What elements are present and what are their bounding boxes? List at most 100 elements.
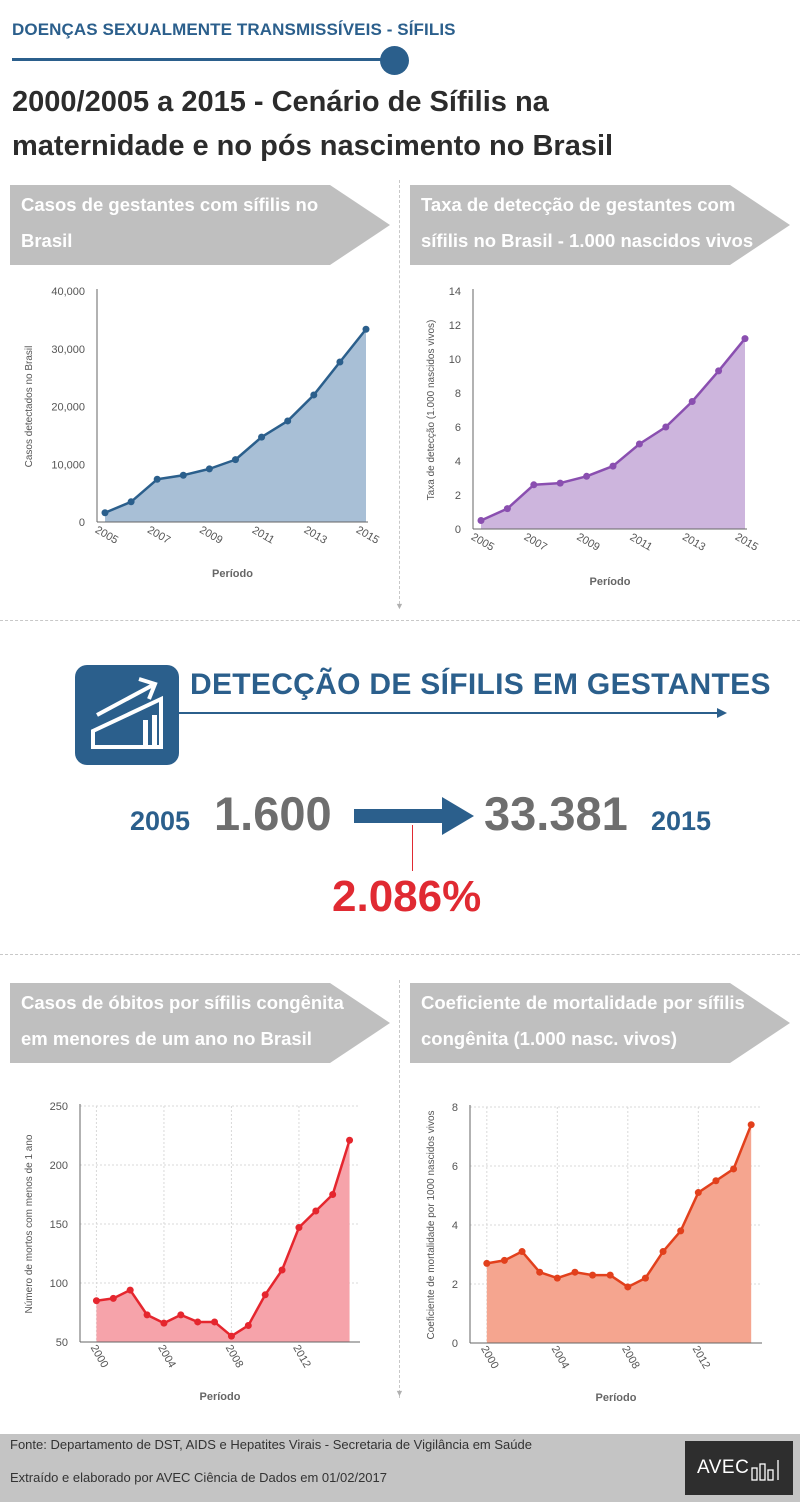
data-point <box>362 325 370 333</box>
divider-arrow-icon: ▼ <box>395 601 404 611</box>
y-tick-label: 0 <box>455 524 461 536</box>
y-tick-label: 0 <box>452 1338 458 1350</box>
y-axis-label: Número de mortos com menos de 1 ano <box>24 1134 35 1313</box>
y-axis-label: Casos detectados no Brasil <box>24 346 35 468</box>
banner-congenital-deaths: Casos de óbitos por sífilis congênita em… <box>10 983 390 1063</box>
page-title: 2000/2005 a 2015 - Cenário de Sífilis na… <box>12 80 632 168</box>
y-axis-label: Coeficiente de mortalidade por 1000 nasc… <box>426 1110 437 1339</box>
series-line <box>96 1139 351 1338</box>
data-point <box>715 367 723 375</box>
banner-pregnant-cases: Casos de gestantes com sífilis no Brasil <box>10 185 390 265</box>
data-point <box>609 462 617 470</box>
y-tick-label: 100 <box>50 1278 68 1290</box>
detection-title: DETECÇÃO DE SÍFILIS EM GESTANTES <box>190 668 771 701</box>
data-point <box>160 1319 168 1327</box>
banner-detection-rate: Taxa de detecção de gestantes com sífili… <box>410 185 790 265</box>
banner-title-line-2: sífilis no Brasil - 1.000 nascidos vivos <box>421 230 754 251</box>
data-point <box>483 1259 491 1267</box>
x-tick-label: 2008 <box>223 1343 246 1370</box>
data-point <box>688 398 696 405</box>
y-tick-label: 8 <box>452 1102 458 1114</box>
data-point <box>730 1165 738 1173</box>
y-tick-label: 30,000 <box>51 344 85 356</box>
banner-title-line-2: congênita (1.000 nasc. vivos) <box>421 1028 678 1049</box>
avec-logo: AVEC <box>685 1441 793 1495</box>
data-point <box>500 1256 508 1264</box>
banner-title: Taxa de detecção de gestantes com sífili… <box>421 187 753 259</box>
data-point <box>536 1268 544 1276</box>
vertical-divider <box>399 980 400 1398</box>
vertical-divider <box>399 180 400 604</box>
x-tick-label: 2007 <box>522 531 549 554</box>
data-point <box>284 417 292 425</box>
y-tick-label: 200 <box>50 1160 68 1172</box>
chart-mortality-coefficient: 0 2 4 6 8 2000 2004 2008 2012 Coeficiente de mort… <box>426 1102 762 1404</box>
data-point <box>261 1291 269 1299</box>
data-point <box>227 1332 235 1340</box>
x-tick-label: 2012 <box>690 1344 713 1371</box>
area-fill <box>96 1140 350 1342</box>
x-tick-label: 2008 <box>619 1344 642 1371</box>
y-tick-label: 250 <box>50 1101 68 1113</box>
section-tag: DOENÇAS SEXUALMENTE TRANSMISSÍVEIS - SÍF… <box>12 20 456 39</box>
y-tick-label: 40,000 <box>51 286 85 298</box>
data-point <box>258 433 266 441</box>
banner-shape <box>410 983 790 1063</box>
growth-percentage: 2.086% <box>332 872 482 921</box>
footer-source: Fonte: Departamento de DST, AIDS e Hepat… <box>10 1437 532 1452</box>
data-point <box>143 1311 151 1319</box>
right-arrow-icon <box>354 797 474 835</box>
divider-arrow-icon: ▼ <box>395 1388 404 1398</box>
data-point <box>589 1271 597 1279</box>
data-point <box>641 1274 649 1282</box>
area-fill <box>105 329 366 522</box>
data-point <box>741 335 749 343</box>
y-tick-label: 4 <box>452 1220 458 1232</box>
x-tick-label: 2015 <box>354 524 381 547</box>
data-point <box>662 423 670 431</box>
data-point <box>503 505 511 513</box>
data-point <box>179 471 187 479</box>
data-point <box>232 456 239 464</box>
underline-arrowhead-icon <box>717 708 727 718</box>
y-tick-label: 150 <box>50 1219 68 1231</box>
y-tick-label: 50 <box>56 1337 68 1349</box>
data-point <box>624 1283 632 1291</box>
y-tick-label: 0 <box>79 517 85 529</box>
data-point <box>244 1321 252 1329</box>
data-point <box>336 358 344 366</box>
data-point <box>177 1311 185 1319</box>
data-point <box>295 1224 303 1232</box>
footer <box>0 1434 800 1502</box>
y-tick-label: 6 <box>455 422 461 434</box>
horizontal-divider <box>0 954 800 955</box>
banner-title: Casos de óbitos por sífilis congênita em… <box>21 985 344 1057</box>
data-point <box>346 1136 354 1144</box>
x-tick-label: 2000 <box>88 1343 111 1370</box>
y-tick-label: 8 <box>455 388 461 400</box>
data-point <box>194 1318 202 1326</box>
data-point <box>153 475 161 483</box>
data-point <box>606 1271 614 1279</box>
data-point <box>477 517 485 524</box>
x-tick-label: 2011 <box>250 524 276 546</box>
page-title-line-1: 2000/2005 a 2015 - Cenário de Sífilis na <box>12 86 549 118</box>
end-year: 2015 <box>651 806 712 836</box>
banner-title: Casos de gestantes com sífilis no Brasil <box>21 187 318 259</box>
banner-mortality-coefficient: Coeficiente de mortalidade por sífilis c… <box>410 983 790 1063</box>
data-point <box>127 498 135 506</box>
data-point <box>556 479 564 487</box>
banner-shape <box>10 983 390 1063</box>
x-tick-label: 2012 <box>290 1343 313 1370</box>
bar-chart-icon <box>751 1460 779 1481</box>
x-tick-label: 2009 <box>574 531 601 554</box>
y-tick-label: 2 <box>455 490 461 502</box>
data-point <box>583 472 591 480</box>
tag-dot <box>380 46 409 75</box>
data-point <box>694 1189 702 1197</box>
data-point <box>126 1286 134 1294</box>
data-point <box>329 1191 337 1198</box>
x-axis-label: Período <box>200 1391 241 1403</box>
banner-title-line-1: Taxa de detecção de gestantes com <box>421 194 736 215</box>
footer-credit: Extraído e elaborado por AVEC Ciência de… <box>10 1470 387 1485</box>
